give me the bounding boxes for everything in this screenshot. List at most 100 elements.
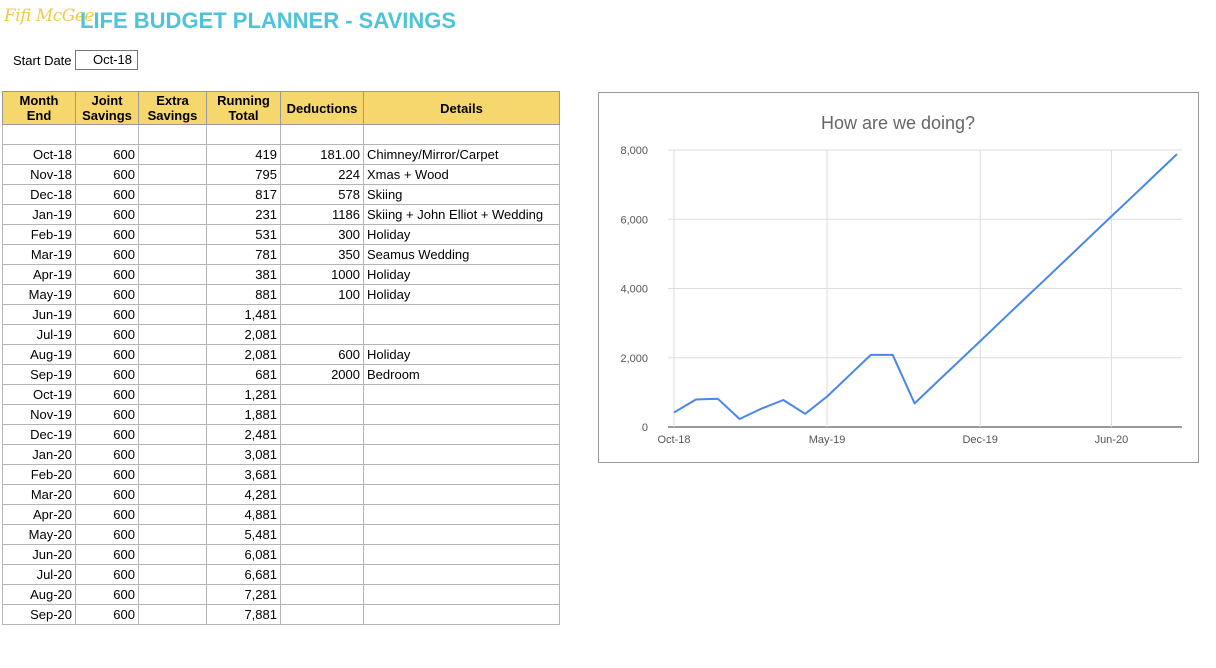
cell-extra[interactable] [138,524,207,545]
cell-joint[interactable]: 600 [75,484,139,505]
cell-deductions[interactable]: 350 [280,244,364,265]
cell-joint[interactable]: 600 [75,164,139,185]
cell-joint[interactable]: 600 [75,524,139,545]
cell-month[interactable]: Jun-20 [2,544,76,565]
cell-deductions[interactable]: 2000 [280,364,364,385]
cell-details[interactable] [363,524,560,545]
cell-details[interactable] [363,324,560,345]
cell-joint[interactable]: 600 [75,404,139,425]
cell-joint[interactable]: 600 [75,604,139,625]
cell-deductions[interactable]: 600 [280,344,364,365]
cell-deductions[interactable] [280,464,364,485]
cell-extra[interactable] [138,184,207,205]
cell-deductions[interactable]: 224 [280,164,364,185]
cell-running[interactable]: 5,481 [206,524,281,545]
cell-extra[interactable] [138,224,207,245]
cell-deductions[interactable]: 300 [280,224,364,245]
cell-deductions[interactable] [280,564,364,585]
cell-deductions[interactable]: 578 [280,184,364,205]
cell-joint[interactable]: 600 [75,384,139,405]
cell-month[interactable]: Jun-19 [2,304,76,325]
cell-extra[interactable] [138,344,207,365]
cell-extra[interactable] [138,484,207,505]
cell-running[interactable]: 7,881 [206,604,281,625]
cell-extra[interactable] [138,284,207,305]
col-header-details[interactable]: Details [363,91,560,125]
cell-running[interactable]: 2,081 [206,324,281,345]
cell-month[interactable]: Sep-20 [2,604,76,625]
col-header-month-end[interactable]: Month End [2,91,76,125]
savings-chart[interactable]: How are we doing? 0 2,000 4,000 6,000 8,000 Oc… [598,92,1199,463]
cell-extra[interactable] [138,604,207,625]
cell-joint[interactable]: 600 [75,344,139,365]
cell-details[interactable] [363,444,560,465]
cell-running[interactable]: 1,481 [206,304,281,325]
cell-joint[interactable]: 600 [75,504,139,525]
cell-extra[interactable] [138,404,207,425]
cell-running[interactable]: 7,281 [206,584,281,605]
cell-running[interactable]: 6,681 [206,564,281,585]
cell-details[interactable] [363,424,560,445]
cell-joint[interactable]: 600 [75,364,139,385]
cell-running[interactable]: 795 [206,164,281,185]
cell-details[interactable]: Holiday [363,344,560,365]
cell-deductions[interactable] [280,544,364,565]
col-header-deductions[interactable]: Deductions [280,91,364,125]
col-header-extra-savings[interactable]: Extra Savings [138,91,207,125]
cell-details[interactable]: Skiing [363,184,560,205]
cell-joint[interactable]: 600 [75,144,139,165]
cell-month[interactable]: Feb-20 [2,464,76,485]
cell-joint[interactable]: 600 [75,264,139,285]
cell-month[interactable]: May-19 [2,284,76,305]
cell-month[interactable]: Oct-18 [2,144,76,165]
cell-joint[interactable]: 600 [75,464,139,485]
cell-details[interactable] [363,384,560,405]
cell-running[interactable]: 231 [206,204,281,225]
cell-month[interactable]: Apr-20 [2,504,76,525]
cell-month[interactable]: Feb-19 [2,224,76,245]
cell-details[interactable] [363,584,560,605]
cell-deductions[interactable] [280,404,364,425]
cell-details[interactable]: Xmas + Wood [363,164,560,185]
table-cell[interactable] [75,124,139,145]
cell-extra[interactable] [138,304,207,325]
cell-running[interactable]: 4,281 [206,484,281,505]
cell-running[interactable]: 3,081 [206,444,281,465]
cell-deductions[interactable] [280,484,364,505]
cell-month[interactable]: Jan-19 [2,204,76,225]
cell-details[interactable]: Holiday [363,224,560,245]
cell-month[interactable]: Jul-20 [2,564,76,585]
cell-details[interactable]: Bedroom [363,364,560,385]
cell-month[interactable]: Dec-18 [2,184,76,205]
cell-running[interactable]: 2,081 [206,344,281,365]
cell-details[interactable] [363,504,560,525]
cell-deductions[interactable] [280,604,364,625]
table-cell[interactable] [206,124,281,145]
table-cell[interactable] [363,124,560,145]
cell-joint[interactable]: 600 [75,564,139,585]
cell-extra[interactable] [138,544,207,565]
table-cell[interactable] [2,124,76,145]
cell-deductions[interactable] [280,324,364,345]
cell-deductions[interactable]: 100 [280,284,364,305]
cell-details[interactable]: Seamus Wedding [363,244,560,265]
cell-month[interactable]: Apr-19 [2,264,76,285]
cell-deductions[interactable] [280,444,364,465]
cell-extra[interactable] [138,204,207,225]
cell-extra[interactable] [138,424,207,445]
cell-joint[interactable]: 600 [75,584,139,605]
cell-month[interactable]: Jul-19 [2,324,76,345]
cell-month[interactable]: Jan-20 [2,444,76,465]
col-header-running-total[interactable]: Running Total [206,91,281,125]
cell-deductions[interactable] [280,524,364,545]
cell-extra[interactable] [138,144,207,165]
cell-running[interactable]: 6,081 [206,544,281,565]
start-date-cell[interactable]: Oct-18 [75,50,138,70]
cell-month[interactable]: Nov-18 [2,164,76,185]
table-cell[interactable] [280,124,364,145]
cell-running[interactable]: 419 [206,144,281,165]
cell-running[interactable]: 781 [206,244,281,265]
cell-deductions[interactable] [280,504,364,525]
cell-month[interactable]: Dec-19 [2,424,76,445]
cell-month[interactable]: Mar-19 [2,244,76,265]
